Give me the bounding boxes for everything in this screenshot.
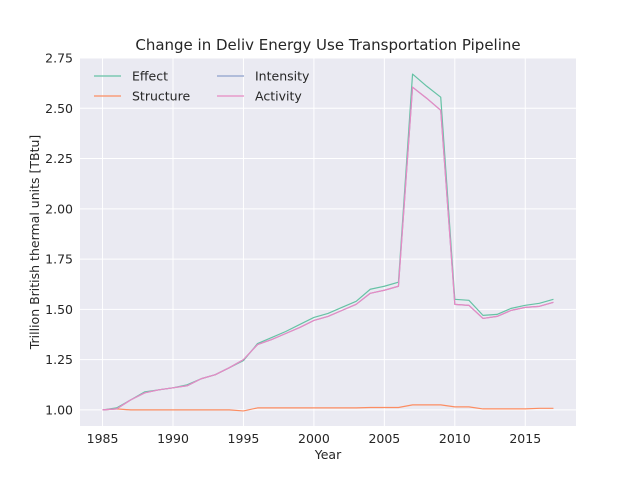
y-axis-ticks: 1.00 1.25 1.50 1.75 2.00 2.25 2.50 2.75 — [45, 51, 73, 418]
x-tick-label: 1995 — [228, 431, 260, 446]
plot-area — [80, 58, 576, 426]
x-tick-label: 1985 — [87, 431, 119, 446]
y-tick-label: 1.50 — [45, 302, 73, 317]
y-tick-label: 2.50 — [45, 101, 73, 116]
legend: Effect Structure Intensity Activity — [94, 69, 310, 104]
series-line-activity — [102, 86, 554, 411]
y-tick-label: 1.00 — [45, 402, 73, 417]
series-line-structure — [102, 404, 554, 412]
x-tick-label: 2005 — [368, 431, 400, 446]
chart-title: Change in Deliv Energy Use Transportatio… — [135, 36, 520, 54]
x-tick-label: 2015 — [509, 431, 541, 446]
y-tick-label: 1.75 — [45, 252, 73, 267]
y-tick-label: 2.25 — [45, 151, 73, 166]
x-tick-label: 1990 — [157, 431, 189, 446]
y-tick-label: 2.75 — [45, 51, 73, 66]
series-lines — [102, 73, 554, 412]
x-tick-label: 2000 — [298, 431, 330, 446]
y-axis-title: Trillion British thermal units [TBtu] — [27, 135, 42, 351]
legend-label-structure: Structure — [132, 89, 190, 104]
legend-label-activity: Activity — [255, 89, 302, 104]
y-tick-label: 2.00 — [45, 201, 73, 216]
x-axis-title: Year — [314, 447, 342, 462]
x-tick-label: 2010 — [439, 431, 471, 446]
legend-label-effect: Effect — [132, 69, 168, 84]
y-tick-label: 1.25 — [45, 352, 73, 367]
legend-label-intensity: Intensity — [255, 69, 310, 84]
x-axis-ticks: 1985 1990 1995 2000 2005 2010 2015 — [87, 431, 542, 446]
